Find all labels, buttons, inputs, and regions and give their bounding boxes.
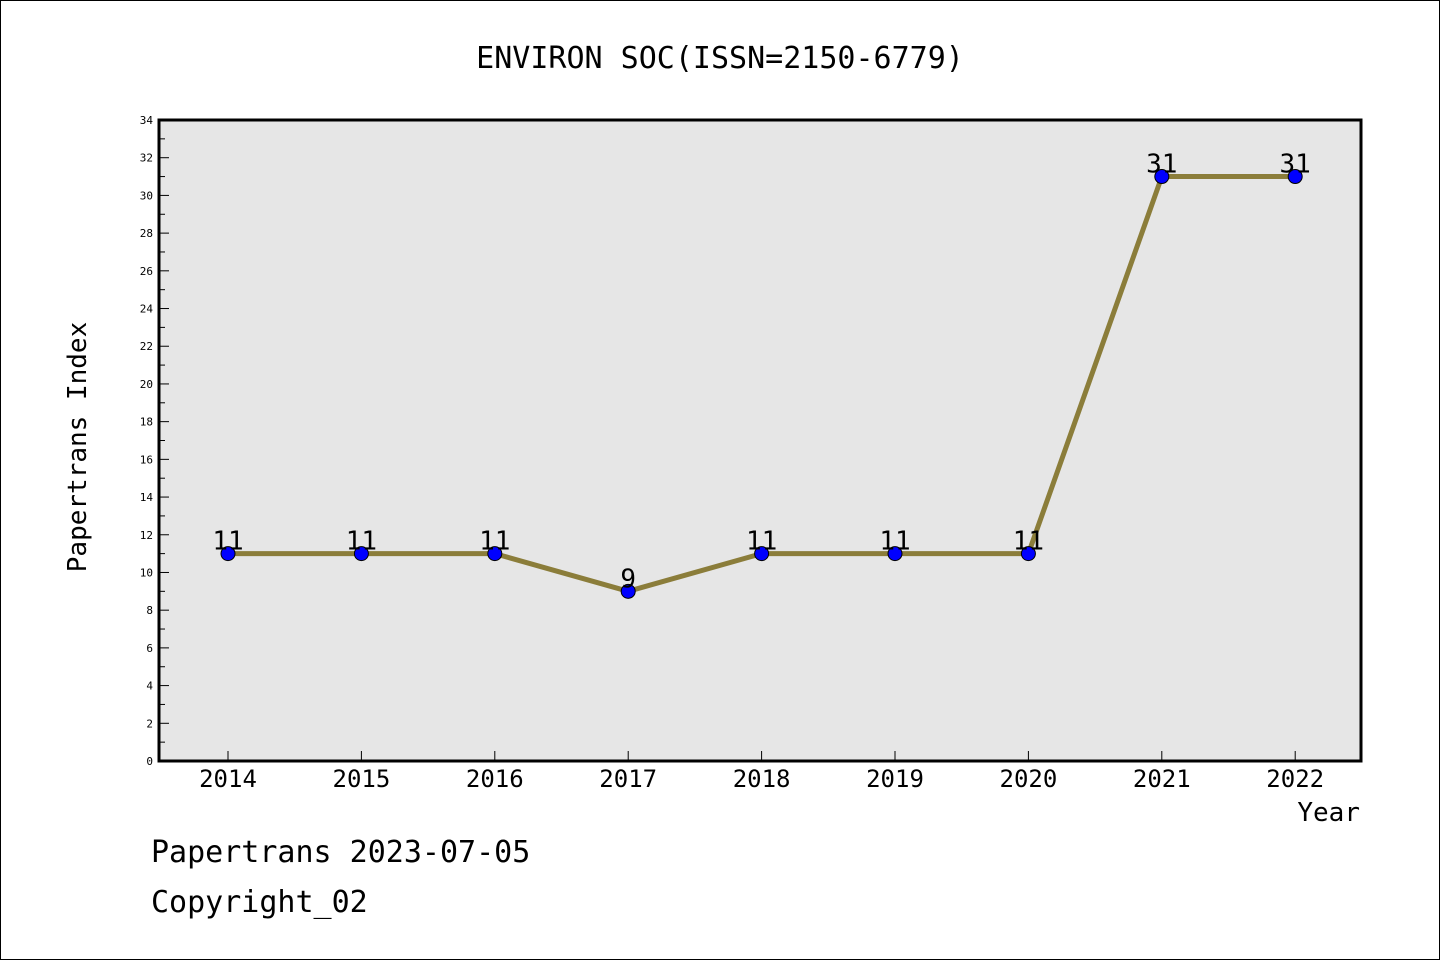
data-point (1020, 546, 1036, 562)
data-point (1287, 169, 1303, 185)
data-label: 11 (879, 527, 910, 557)
y-axis-label: Papertrans Index (63, 322, 93, 572)
y-tick-label: 32 (140, 152, 153, 165)
data-point (754, 546, 770, 562)
data-label: 11 (346, 527, 377, 557)
x-axis-label: Year (1297, 798, 1360, 828)
footer-copyright: Copyright_02 (151, 885, 368, 920)
data-label: 31 (1146, 150, 1177, 180)
series-points (220, 169, 1303, 599)
series-line-segment (625, 551, 765, 594)
data-point (220, 546, 236, 562)
data-labels: 11 11 11 9 11 11 11 31 31 (212, 150, 1311, 595)
data-point (353, 546, 369, 562)
x-tick-label: 2021 (1133, 765, 1191, 793)
y-tick-label: 26 (140, 265, 153, 278)
y-tick-label: 8 (146, 604, 153, 617)
y-tick-label: 0 (146, 755, 153, 768)
data-label: 9 (620, 564, 636, 594)
data-label: 11 (212, 527, 243, 557)
y-tick-label: 6 (146, 642, 153, 655)
data-label: 11 (746, 527, 777, 557)
y-tick-label: 34 (140, 114, 154, 127)
x-tick-label: 2022 (1266, 765, 1324, 793)
x-tick-label: 2019 (866, 765, 924, 793)
data-point (887, 546, 903, 562)
y-tick-label: 14 (140, 491, 154, 504)
y-tick-label: 24 (140, 303, 154, 316)
data-label: 11 (479, 527, 510, 557)
series-line-segment (492, 551, 631, 594)
chart-title: ENVIRON SOC(ISSN=2150-6779) (476, 41, 964, 76)
data-label: 11 (1013, 527, 1044, 557)
x-tick-label: 2015 (333, 765, 391, 793)
y-tick-label: 18 (140, 416, 153, 429)
x-tick-label: 2017 (599, 765, 657, 793)
plot-area (157, 118, 1363, 763)
x-tick-label: 2018 (733, 765, 791, 793)
y-tick-label: 20 (140, 378, 153, 391)
data-point (1154, 169, 1170, 185)
y-tick-label: 22 (140, 340, 153, 353)
y-tick-label: 2 (146, 717, 153, 730)
x-tick-label: 2014 (199, 765, 257, 793)
data-label: 31 (1280, 150, 1311, 180)
y-tick-label: 4 (146, 680, 153, 693)
y-tick-label: 10 (140, 566, 153, 579)
series-lines (225, 174, 1298, 594)
x-tick-label: 2016 (466, 765, 524, 793)
footer-date: Papertrans 2023-07-05 (151, 835, 531, 870)
x-tick-label: 2020 (1000, 765, 1058, 793)
y-tick-label: 16 (140, 453, 153, 466)
y-tick-label: 12 (140, 529, 153, 542)
data-point (620, 583, 636, 599)
y-tick-label: 28 (140, 227, 153, 240)
series-line-segment (1025, 174, 1165, 557)
data-point (487, 546, 503, 562)
y-tick-label: 30 (140, 189, 153, 202)
x-axis: 2014 2015 2016 2017 2018 2019 2020 2021 2022 (199, 751, 1324, 793)
